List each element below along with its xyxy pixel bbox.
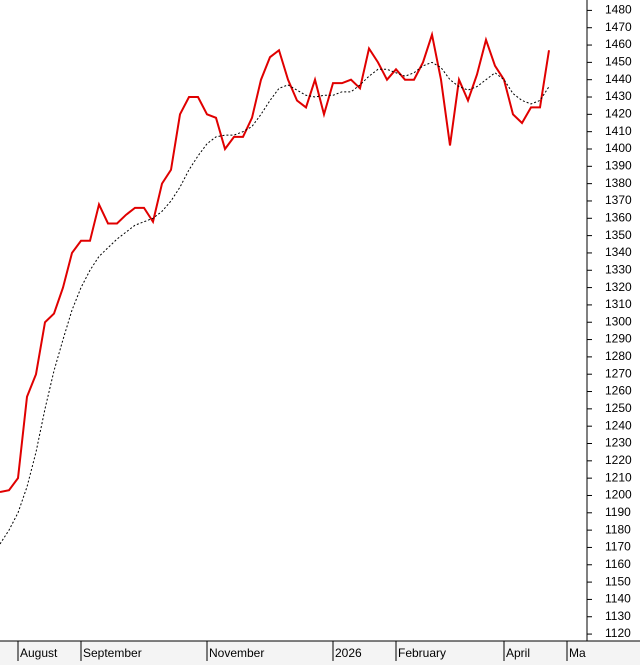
moving-average-line	[0, 61, 550, 545]
x-tick-label: April	[506, 646, 530, 660]
y-tick-label: 1260	[605, 384, 632, 398]
y-tick-label: 1220	[605, 453, 632, 467]
y-tick-label: 1120	[605, 626, 631, 640]
x-axis-band	[0, 641, 640, 665]
y-tick-label: 1380	[605, 176, 632, 190]
x-tick-label: August	[20, 646, 58, 660]
y-tick-label: 1130	[605, 609, 631, 623]
y-tick-label: 1320	[605, 280, 632, 294]
y-tick-label: 1210	[605, 470, 632, 484]
y-tick-label: 1270	[605, 366, 632, 380]
y-tick-label: 1280	[605, 349, 632, 363]
y-tick-label: 1480	[605, 3, 632, 17]
y-tick-label: 1160	[605, 557, 631, 571]
y-tick-label: 1450	[605, 55, 632, 69]
y-tick-label: 1430	[605, 89, 632, 103]
x-tick-label: 2026	[335, 646, 362, 660]
y-tick-label: 1180	[605, 522, 631, 536]
y-tick-label: 1400	[605, 141, 632, 155]
y-tick-label: 1410	[605, 124, 632, 138]
y-tick-label: 1140	[605, 592, 631, 606]
x-tick-label: November	[209, 646, 264, 660]
y-tick-label: 1170	[605, 540, 631, 554]
y-tick-label: 1230	[605, 436, 632, 450]
y-tick-label: 1420	[605, 107, 632, 121]
x-tick-label: February	[398, 646, 446, 660]
y-tick-label: 1290	[605, 332, 632, 346]
y-tick-label: 1250	[605, 401, 632, 415]
y-tick-label: 1340	[605, 245, 632, 259]
y-tick-label: 1190	[605, 505, 631, 519]
y-tick-label: 1200	[605, 488, 632, 502]
x-tick-label: September	[83, 646, 142, 660]
y-tick-label: 1390	[605, 158, 632, 172]
y-tick-label: 1150	[605, 574, 631, 588]
y-tick-label: 1300	[605, 314, 632, 328]
y-tick-label: 1470	[605, 20, 632, 34]
y-tick-label: 1460	[605, 37, 632, 51]
y-tick-label: 1330	[605, 262, 632, 276]
y-tick-label: 1360	[605, 210, 632, 224]
y-tick-label: 1350	[605, 228, 632, 242]
price-line	[0, 30, 550, 493]
y-tick-label: 1440	[605, 72, 632, 86]
y-tick-label: 1370	[605, 193, 632, 207]
y-tick-label: 1310	[605, 297, 632, 311]
y-tick-label: 1240	[605, 418, 632, 432]
x-tick-label: Ma	[569, 646, 586, 660]
